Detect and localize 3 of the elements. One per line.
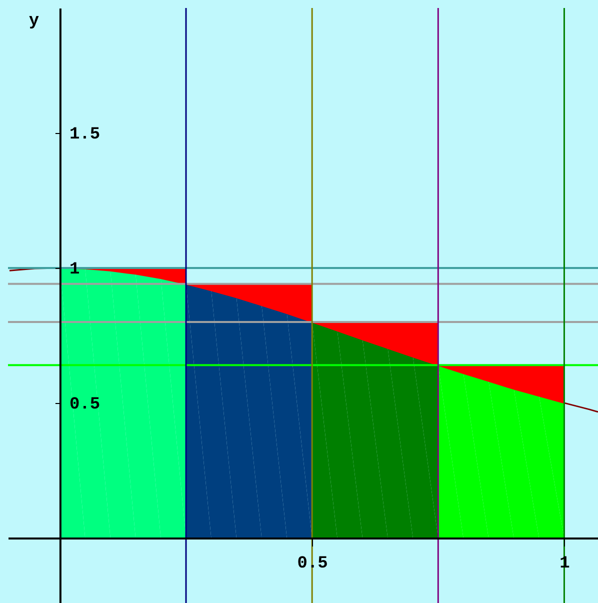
- y-tick-label: 1.5: [69, 125, 100, 144]
- y-tick-label: 0.5: [69, 395, 100, 414]
- y-axis-title: y: [28, 12, 40, 31]
